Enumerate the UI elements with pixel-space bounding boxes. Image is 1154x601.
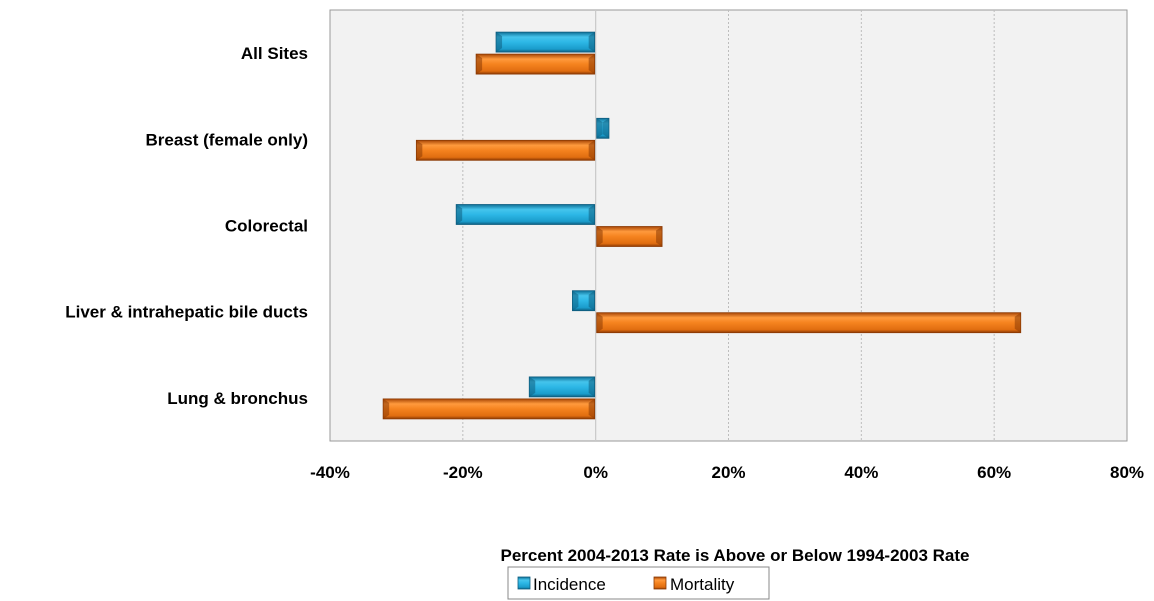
tick-label-1: -20% xyxy=(443,463,483,482)
legend: Incidence Mortality xyxy=(507,566,770,600)
bar-mortality-body-0 xyxy=(475,53,596,75)
bar-mortality-4 xyxy=(382,398,596,420)
bar-mortality-body-2 xyxy=(596,226,663,247)
bar-incidence-bevel-1-0 xyxy=(596,118,603,139)
bar-mortality-bevel-3-1 xyxy=(1014,312,1021,333)
bar-mortality-bevel-2-1 xyxy=(656,226,663,247)
bar-mortality-0 xyxy=(475,53,596,75)
bar-mortality-bevel-1-0 xyxy=(416,140,423,161)
bar-incidence-bevel-2-0 xyxy=(456,204,463,225)
bar-mortality-3 xyxy=(596,312,1022,334)
bar-incidence-bevel-3-1 xyxy=(588,290,595,311)
bar-mortality-1 xyxy=(415,139,596,161)
tick-label-4: 40% xyxy=(844,463,878,482)
tick-label-5: 60% xyxy=(977,463,1011,482)
bar-incidence-bevel-4-1 xyxy=(588,376,595,397)
bar-incidence-bevel-0-1 xyxy=(588,32,595,53)
grid-lines xyxy=(462,10,995,441)
x-axis-title: Percent 2004-2013 Rate is Above or Below… xyxy=(500,546,969,565)
bar-incidence-body-0 xyxy=(495,31,596,53)
bar-incidence-1 xyxy=(596,117,610,139)
category-label-3: Liver & intrahepatic bile ducts xyxy=(65,303,308,322)
plot-area xyxy=(329,9,1128,442)
bar-incidence-bevel-2-1 xyxy=(588,204,595,225)
bar-incidence-0 xyxy=(495,31,596,53)
bar-mortality-bevel-3-0 xyxy=(596,312,603,333)
bar-incidence-bevel-0-0 xyxy=(496,32,503,53)
bar-incidence-bevel-3-0 xyxy=(572,290,579,311)
category-label-2: Colorectal xyxy=(225,217,308,236)
tick-labels: -40% -20% 0% 20% 40% 60% 80% xyxy=(310,463,1144,482)
category-label-1: Breast (female only) xyxy=(146,130,309,149)
legend-box xyxy=(507,566,770,600)
bar-mortality-bevel-0-0 xyxy=(476,54,483,75)
tick-label-2: 0% xyxy=(583,463,608,482)
bar-mortality-body-4 xyxy=(382,398,596,420)
legend-label-incidence: Incidence xyxy=(533,575,606,594)
bar-mortality-bevel-2-0 xyxy=(596,226,603,247)
bar-incidence-2 xyxy=(455,204,596,225)
bar-mortality-bevel-0-1 xyxy=(588,54,595,75)
bar-incidence-body-2 xyxy=(455,204,596,225)
category-labels: All Sites Breast (female only) Colorectal L… xyxy=(65,44,308,408)
bar-mortality-body-1 xyxy=(415,139,596,161)
bar-mortality-bevel-4-1 xyxy=(588,398,595,419)
tick-label-3: 20% xyxy=(711,463,745,482)
legend-swatch-incidence xyxy=(517,576,531,590)
bar-incidence-4 xyxy=(528,376,596,398)
bar-incidence-3 xyxy=(572,290,596,312)
bar-mortality-body-3 xyxy=(596,312,1022,334)
tick-label-0: -40% xyxy=(310,463,350,482)
bars xyxy=(382,31,1022,420)
legend-swatch-mortality xyxy=(653,576,667,590)
tick-label-6: 80% xyxy=(1110,463,1144,482)
bar-mortality-bevel-1-1 xyxy=(588,140,595,161)
bar-mortality-2 xyxy=(596,226,663,247)
bar-incidence-bevel-4-0 xyxy=(529,376,536,397)
bar-incidence-bevel-1-1 xyxy=(602,118,609,139)
bar-incidence-body-4 xyxy=(528,376,596,398)
category-label-0: All Sites xyxy=(241,44,308,63)
bar-mortality-bevel-4-0 xyxy=(383,398,390,419)
category-label-4: Lung & bronchus xyxy=(167,389,308,408)
legend-label-mortality: Mortality xyxy=(670,575,735,594)
